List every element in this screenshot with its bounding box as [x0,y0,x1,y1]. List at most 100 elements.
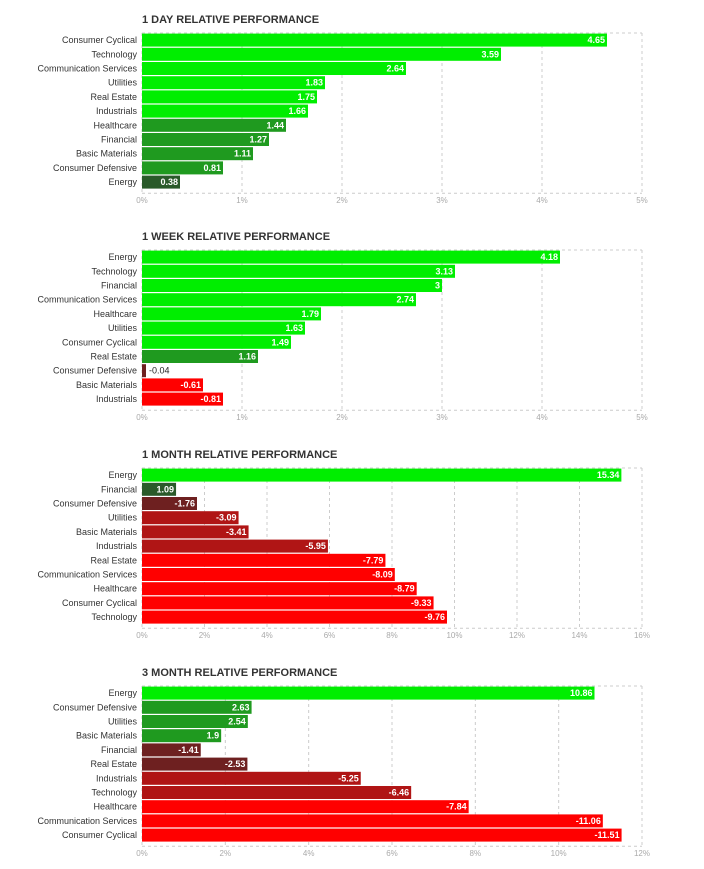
data-label: -11.51 [595,830,620,840]
bar [142,133,269,146]
chart-title-1-month: 1 MONTH RELATIVE PERFORMANCE [142,449,338,461]
category-label: Consumer Cyclical [62,830,137,840]
category-label: Utilities [108,323,138,333]
bar [142,62,406,75]
category-label: Industrials [96,541,138,551]
category-label: Financial [101,484,137,494]
bar [142,279,442,292]
x-tick-label: 6% [324,631,336,640]
x-tick-label: 1% [236,413,248,422]
chart-1-week: 0% 1% 2% 3% 4% 5% Energy 4.18 Technology 3.13 Fina… [37,249,648,422]
x-tick-label: 5% [636,196,648,205]
x-tick-label: 10% [446,631,462,640]
category-label: Utilities [108,513,138,523]
category-label: Consumer Cyclical [62,35,137,45]
x-tick-label: 3% [436,196,448,205]
bar [142,104,308,118]
category-label: Financial [101,135,137,145]
bar [142,539,328,553]
bar [142,90,317,104]
category-label: Basic Materials [76,149,138,159]
x-tick-label: 4% [536,196,548,205]
data-label: 4.65 [587,35,605,45]
category-label: Communication Services [37,816,137,826]
category-label: Communication Services [37,295,137,305]
data-label: 2.63 [232,702,250,712]
category-label: Communication Services [37,570,137,580]
bar [142,511,239,525]
bar [142,482,177,496]
bar [142,729,222,743]
x-tick-label: 4% [303,849,315,858]
x-tick-label: 0% [136,413,148,422]
x-tick-label: 4% [536,413,548,422]
category-label: Industrials [96,773,138,783]
data-label: 2.74 [396,295,414,305]
x-tick-label: 4% [261,631,273,640]
chart-3-month: 0% 2% 4% 6% 8% 10% 12% Energy 10.86 Consumer Defe… [37,685,650,858]
x-tick-label: 8% [470,849,482,858]
bar [142,47,501,61]
category-label: Energy [108,252,137,262]
x-tick-label: 12% [634,849,650,858]
bar [142,118,286,132]
data-label: 1.75 [297,92,315,102]
data-label: -1.76 [174,499,195,509]
category-label: Utilities [108,717,138,727]
data-label: 3.13 [435,266,453,276]
data-label: -5.25 [338,773,359,783]
category-label: Energy [108,177,137,187]
data-label: 1.11 [234,149,251,159]
data-label: 0.38 [160,177,178,187]
category-label: Healthcare [93,584,137,594]
x-tick-label: 2% [336,196,348,205]
data-label: -8.79 [394,584,415,594]
data-label: -11.06 [576,816,601,826]
x-tick-label: 16% [634,631,650,640]
data-label: -5.95 [305,541,326,551]
category-label: Energy [108,688,137,698]
category-label: Real Estate [90,92,137,102]
x-tick-label: 5% [636,413,648,422]
data-label: 1.16 [238,352,256,362]
category-label: Energy [108,470,137,480]
category-label: Basic Materials [76,380,138,390]
x-tick-label: 2% [199,631,211,640]
bar [142,392,223,406]
data-label: -7.79 [363,555,384,565]
category-label: Consumer Defensive [53,163,137,173]
data-label: -1.41 [178,745,199,755]
bar [142,307,321,321]
data-label: 1.09 [157,484,175,494]
data-label: 4.18 [540,252,558,262]
x-tick-label: 12% [509,631,525,640]
bar [142,786,412,799]
bar [142,378,203,392]
category-label: Real Estate [90,352,137,362]
category-label: Financial [101,281,137,291]
bar [142,582,417,596]
data-label: -0.61 [180,380,201,390]
data-label: 10.86 [570,688,593,698]
bar [142,33,607,47]
category-label: Industrials [96,394,138,404]
bar [142,686,595,700]
bar [142,264,455,278]
data-label: -7.84 [446,802,467,812]
data-label: 1.83 [305,78,323,88]
category-label: Consumer Cyclical [62,598,137,608]
x-tick-label: 0% [136,631,148,640]
data-label: -3.09 [216,513,237,523]
category-label: Industrials [96,106,138,116]
data-label: -9.33 [411,598,432,608]
bar [142,715,248,728]
data-label: -2.53 [225,759,246,769]
bar [142,828,622,842]
category-label: Basic Materials [76,527,138,537]
category-label: Communication Services [37,64,137,74]
category-label: Technology [91,266,137,276]
bar [142,497,197,510]
data-label: -9.76 [424,612,445,622]
chart-title-1-week: 1 WEEK RELATIVE PERFORMANCE [142,231,331,243]
